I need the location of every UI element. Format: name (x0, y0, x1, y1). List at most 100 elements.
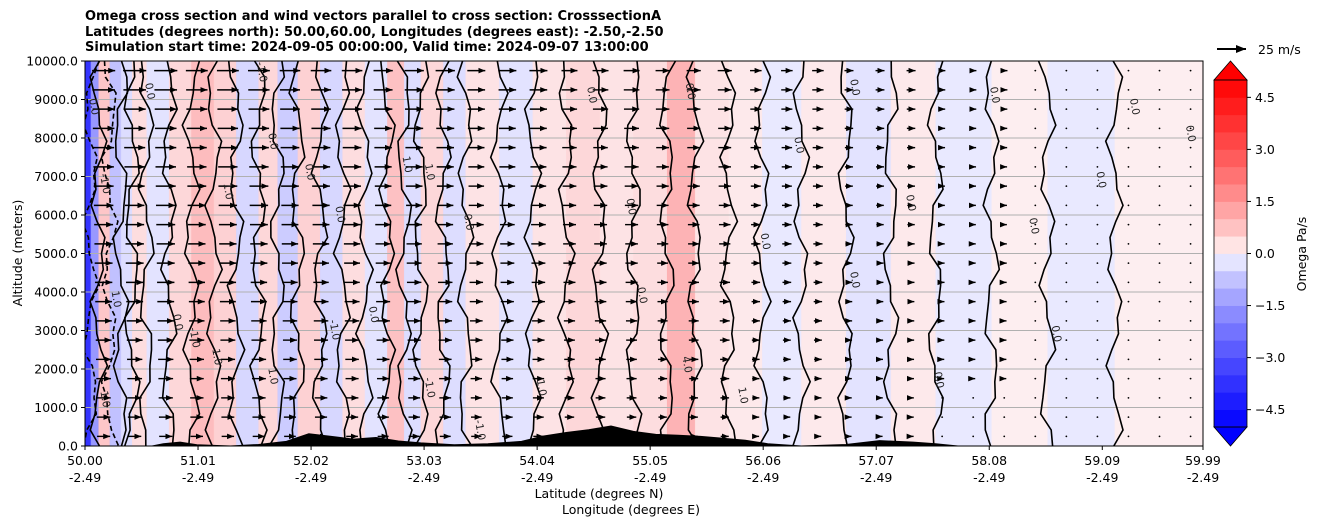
contour-label: 1.0 (400, 155, 415, 174)
wind-vector (1065, 416, 1068, 419)
y-tick-label: 3000.0 (34, 323, 78, 338)
wind-vector (1127, 223, 1130, 226)
wind-vector (1096, 396, 1099, 399)
contour-line (123, 61, 141, 446)
wind-vector (1189, 281, 1192, 284)
contour-label: 0.0 (1093, 171, 1108, 190)
wind-vector (1127, 108, 1130, 111)
y-tick-label: 8000.0 (34, 131, 78, 146)
wind-vector (1096, 319, 1099, 322)
wind-vector (1096, 339, 1099, 342)
wind-vector (1065, 185, 1068, 188)
wind-vector (941, 435, 944, 438)
colorbar-cell (1214, 218, 1247, 237)
x-tick-label-lat: 59.99 (1185, 453, 1221, 468)
contour-line (159, 61, 179, 446)
contour-label: 0.0 (791, 136, 806, 155)
terrain (85, 425, 1203, 446)
wind-vector (1065, 204, 1068, 207)
wind-vector (1034, 185, 1037, 188)
x-tick-label-lon: -2.49 (295, 470, 327, 485)
wind-vector (1034, 262, 1037, 265)
wind-vector (1065, 377, 1068, 380)
contour-line (489, 61, 509, 446)
colorbar-cell (1214, 288, 1247, 306)
y-tick-label: 1000.0 (34, 400, 78, 415)
contour-label: 1.0 (735, 386, 750, 405)
y-tick-label: 4000.0 (34, 285, 78, 300)
wind-vector (1189, 223, 1192, 226)
wind-vector (1158, 377, 1161, 380)
colorbar-cell (1214, 236, 1247, 254)
contour-line (685, 61, 705, 446)
terrain-profile (85, 425, 1203, 446)
contour-line (181, 61, 201, 446)
wind-vector (1096, 416, 1099, 419)
wind-vector (1189, 242, 1192, 245)
y-tick-label: 10000.0 (26, 54, 78, 69)
contour-line (412, 61, 430, 446)
colorbar-cell (1214, 201, 1247, 220)
wind-vector (972, 396, 975, 399)
colorbar-cell (1214, 322, 1247, 341)
chart-title: Omega cross section and wind vectors par… (85, 9, 664, 56)
wind-vector (1065, 146, 1068, 149)
contour-line (100, 61, 120, 446)
x-tick-label-lat: 54.04 (519, 453, 555, 468)
x-tick-label-lat: 56.06 (745, 453, 781, 468)
contour-label: 1.0 (422, 163, 437, 182)
x-tick-label-lat: 52.02 (293, 453, 329, 468)
x-tick-label-lat: 53.03 (406, 453, 442, 468)
wind-vector (1158, 339, 1161, 342)
y-tick-label: 5000.0 (34, 246, 78, 261)
contour-line (89, 61, 109, 446)
wind-vector (1096, 69, 1099, 72)
contour-label: 0.0 (86, 97, 101, 116)
contour-label: 0.0 (366, 305, 381, 324)
colorbar-cell (1214, 149, 1247, 168)
wind-vector (1127, 242, 1130, 245)
wind-vector (1065, 108, 1068, 111)
x-tick-label-lon: -2.49 (973, 470, 1005, 485)
contour-line (332, 61, 352, 446)
wind-vector (1158, 319, 1161, 322)
contour-line (354, 61, 375, 446)
wind-vector (1065, 435, 1068, 438)
x-tick-label-lat: 58.08 (971, 453, 1007, 468)
contour-line (268, 61, 286, 446)
wind-vector (1003, 416, 1006, 419)
contour-label: 0.0 (1127, 97, 1142, 116)
wind-vector (1127, 377, 1130, 380)
wind-vector (1189, 319, 1192, 322)
contour-label: 1.0 (109, 290, 124, 309)
wind-vector (1065, 396, 1068, 399)
wind-vector (1127, 416, 1130, 419)
contour-label: 0.0 (903, 194, 918, 213)
contour-label: 0.0 (987, 86, 1002, 105)
contour-label: 0.0 (847, 271, 862, 290)
wind-vector (1127, 300, 1130, 303)
x-axis-label-line-2: Longitude (degrees E) (562, 502, 700, 517)
wind-vector (1096, 223, 1099, 226)
contour-label: 0.0 (170, 313, 185, 332)
x-tick-label-lat: 57.07 (858, 453, 894, 468)
wind-vector (1096, 127, 1099, 130)
wind-vector (1158, 108, 1161, 111)
wind-vector (1096, 185, 1099, 188)
wind-vector (1127, 319, 1130, 322)
contour-line (434, 61, 452, 446)
contour-label: 1.0 (220, 182, 235, 201)
wind-vector (1096, 262, 1099, 265)
wind-vector (1034, 396, 1037, 399)
wind-vector (1034, 127, 1037, 130)
wind-vector (1127, 69, 1130, 72)
y-tick-label: 9000.0 (34, 92, 78, 107)
contour-line (112, 61, 130, 446)
wind-vector (1127, 204, 1130, 207)
wind-vector (1189, 127, 1192, 130)
colorbar: 4.5 3.0 1.5 0.0 −1.5 −3.0 −4.5 Omega Pa/s (1213, 60, 1309, 447)
wind-vector (1127, 396, 1130, 399)
colorbar-tick-label: −1.5 (1255, 298, 1285, 313)
wind-vector (1189, 339, 1192, 342)
wind-vector (1127, 127, 1130, 130)
